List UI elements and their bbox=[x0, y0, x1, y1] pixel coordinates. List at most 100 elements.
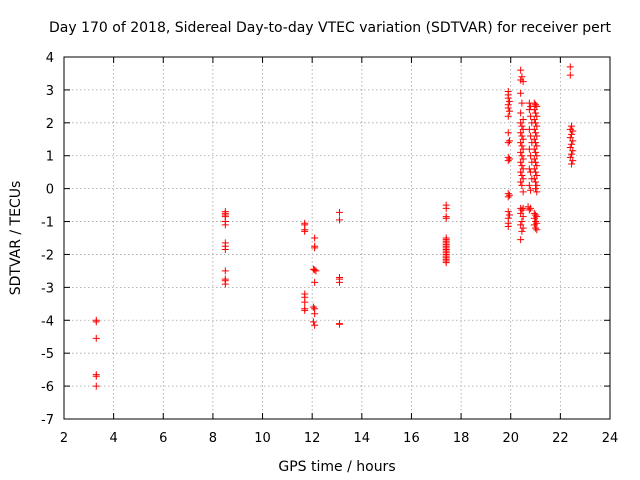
data-point bbox=[519, 224, 527, 232]
data-point bbox=[504, 208, 512, 216]
data-point bbox=[532, 129, 540, 137]
data-point bbox=[518, 142, 526, 150]
data-point bbox=[517, 178, 525, 186]
data-point bbox=[335, 320, 343, 328]
data-point bbox=[569, 147, 577, 155]
data-point bbox=[530, 125, 538, 133]
data-point bbox=[311, 234, 319, 242]
data-point bbox=[517, 168, 525, 176]
data-point bbox=[505, 137, 513, 145]
data-point bbox=[569, 137, 577, 145]
data-point bbox=[518, 152, 526, 160]
data-point bbox=[504, 104, 512, 112]
data-point bbox=[569, 127, 577, 135]
x-tick-label: 2 bbox=[60, 431, 68, 446]
data-point bbox=[532, 139, 540, 147]
chart-title: Day 170 of 2018, Sidereal Day-to-day VTE… bbox=[49, 20, 611, 36]
x-tick-label: 8 bbox=[209, 431, 217, 446]
x-axis-label: GPS time / hours bbox=[278, 459, 395, 475]
data-point bbox=[517, 139, 525, 147]
x-tick-label: 14 bbox=[354, 431, 371, 446]
data-point bbox=[568, 122, 576, 130]
data-point bbox=[311, 244, 319, 252]
data-point bbox=[530, 106, 538, 114]
data-point bbox=[221, 280, 229, 288]
data-point bbox=[335, 208, 343, 216]
data-point bbox=[530, 116, 538, 124]
data-point bbox=[530, 165, 538, 173]
data-point bbox=[504, 129, 512, 137]
data-point bbox=[92, 372, 100, 380]
data-point bbox=[530, 221, 538, 229]
data-point bbox=[533, 226, 541, 234]
data-point bbox=[519, 188, 527, 196]
data-point bbox=[566, 63, 574, 71]
data-point bbox=[311, 321, 319, 329]
x-tick-label: 24 bbox=[602, 431, 619, 446]
y-tick-label: 1 bbox=[46, 150, 54, 165]
x-tick-label: 6 bbox=[159, 431, 167, 446]
data-point bbox=[518, 171, 526, 179]
data-point bbox=[505, 211, 513, 219]
data-point bbox=[518, 122, 526, 130]
data-point bbox=[527, 132, 535, 140]
data-point bbox=[530, 155, 538, 163]
data-point bbox=[504, 222, 512, 230]
data-point bbox=[517, 158, 525, 166]
data-point bbox=[518, 162, 526, 170]
data-point bbox=[568, 130, 576, 138]
data-point bbox=[532, 148, 540, 156]
plot-frame bbox=[63, 56, 611, 420]
x-tick-label: 20 bbox=[502, 431, 519, 446]
y-tick-label: 0 bbox=[46, 183, 54, 198]
data-point bbox=[518, 218, 526, 226]
data-point bbox=[517, 66, 525, 74]
data-point bbox=[504, 112, 512, 120]
data-point bbox=[301, 298, 309, 306]
data-point bbox=[335, 216, 343, 224]
x-tick-label: 16 bbox=[403, 431, 420, 446]
y-tick-label: 4 bbox=[46, 51, 54, 66]
data-point bbox=[518, 73, 526, 81]
data-point bbox=[92, 334, 100, 342]
data-point bbox=[568, 160, 576, 168]
y-tick-label: -2 bbox=[41, 248, 54, 263]
data-point bbox=[335, 278, 343, 286]
x-tick-label: 12 bbox=[304, 431, 321, 446]
y-tick-label: 3 bbox=[46, 84, 54, 99]
data-point bbox=[504, 193, 512, 201]
data-point bbox=[525, 206, 533, 214]
data-point bbox=[301, 306, 309, 314]
y-tick-labels: -7 -6 -5 -4 -3 -2 -1 0 1 2 3 4 bbox=[41, 51, 54, 428]
data-point bbox=[92, 318, 100, 326]
data-point bbox=[532, 109, 540, 117]
y-tick-label: -5 bbox=[41, 347, 54, 362]
data-points bbox=[92, 63, 577, 390]
axis-ticks bbox=[63, 56, 611, 420]
data-point bbox=[505, 191, 513, 199]
data-point bbox=[527, 152, 535, 160]
data-point bbox=[442, 259, 450, 267]
y-tick-label: -1 bbox=[41, 216, 54, 231]
data-point bbox=[517, 109, 525, 117]
grid-lines bbox=[64, 57, 610, 419]
data-point bbox=[532, 224, 540, 232]
x-tick-label: 10 bbox=[254, 431, 271, 446]
data-point bbox=[221, 267, 229, 275]
data-point bbox=[532, 168, 540, 176]
data-point bbox=[221, 246, 229, 254]
data-point bbox=[530, 145, 538, 153]
data-point bbox=[533, 181, 541, 189]
data-point bbox=[312, 267, 320, 275]
y-tick-label: -7 bbox=[41, 413, 54, 428]
data-point bbox=[311, 266, 319, 274]
data-point bbox=[566, 71, 574, 79]
data-point bbox=[525, 181, 533, 189]
data-point bbox=[527, 204, 535, 212]
data-point bbox=[569, 157, 577, 165]
data-point bbox=[530, 214, 538, 222]
data-point bbox=[519, 204, 527, 212]
data-point bbox=[504, 157, 512, 165]
data-point bbox=[517, 148, 525, 156]
y-tick-label: 2 bbox=[46, 117, 54, 132]
